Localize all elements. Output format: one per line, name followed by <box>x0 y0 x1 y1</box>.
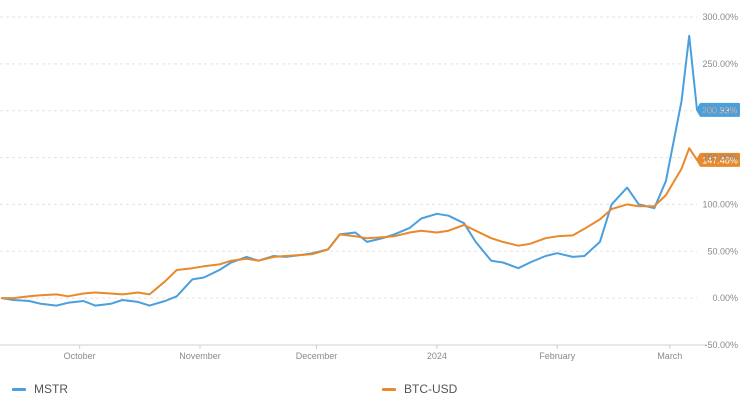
grid-lines <box>0 16 707 346</box>
legend-label-mstr: MSTR <box>34 382 68 396</box>
legend-item-btc-usd[interactable]: BTC-USD <box>382 382 457 396</box>
x-tick-label: November <box>179 351 221 361</box>
x-axis-ticks: October November December 2024 February March <box>64 345 682 361</box>
x-tick-label: February <box>539 351 576 361</box>
legend-swatch-btc-usd <box>382 387 396 391</box>
badge-pointer <box>696 152 700 167</box>
badge-background <box>700 102 740 117</box>
x-tick-label: December <box>296 351 338 361</box>
y-tick-label: 150.00% <box>702 153 738 163</box>
legend-item-mstr[interactable]: MSTR <box>12 382 68 396</box>
y-tick-label: 300.00% <box>702 12 738 22</box>
badge-background <box>700 152 740 167</box>
badge-label: 147.48% <box>702 155 738 165</box>
end-badge-mstr: 200.93% <box>696 102 740 117</box>
badge-label: 200.93% <box>702 105 738 115</box>
series-line-mstr[interactable] <box>1 34 698 307</box>
y-tick-label: 50.00% <box>707 246 738 256</box>
end-badge-btc-usd: 147.48% <box>696 152 740 167</box>
y-tick-label: -50.00% <box>704 340 738 350</box>
legend: MSTR BTC-USD <box>0 382 741 402</box>
series-line-btc-usd[interactable] <box>1 147 698 300</box>
line-chart: 200.93% 147.48% 300.00% 250.00% 200.00% 150.… <box>0 12 740 361</box>
y-tick-label: 100.00% <box>702 199 738 209</box>
x-tick-label: March <box>657 351 682 361</box>
y-axis-ticks: 300.00% 250.00% 200.00% 150.00% 100.00% 50.00… <box>702 12 738 350</box>
legend-label-btc-usd: BTC-USD <box>404 382 458 396</box>
x-tick-label: October <box>64 351 96 361</box>
y-tick-label: 200.00% <box>702 106 738 116</box>
series-lines <box>1 34 698 307</box>
badge-pointer <box>696 102 700 117</box>
y-tick-label: 250.00% <box>702 59 738 69</box>
x-tick-label: 2024 <box>427 351 447 361</box>
y-tick-label: 0.00% <box>712 293 738 303</box>
end-value-badges: 200.93% 147.48% <box>696 102 740 167</box>
legend-swatch-mstr <box>12 387 26 391</box>
